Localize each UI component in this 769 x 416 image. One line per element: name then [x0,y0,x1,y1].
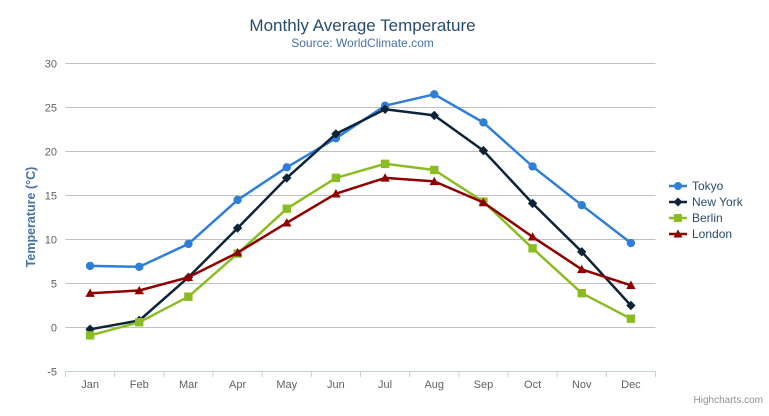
x-axis-tick-label: Jan [81,379,99,391]
data-point-berlin[interactable] [430,165,439,175]
series-line-new-york [88,108,633,331]
y-axis-tick-label: 20 [45,147,57,159]
data-point-tokyo[interactable] [282,163,291,172]
data-point-london[interactable] [577,264,587,274]
y-axis-tick-label: 15 [45,191,57,203]
data-point-new-york[interactable] [429,110,439,121]
series-line-tokyo [88,93,633,269]
data-point-berlin[interactable] [135,318,144,327]
data-point-tokyo[interactable] [430,90,439,99]
data-point-new-york[interactable] [232,223,243,233]
y-axis-tick-label: 0 [51,323,57,335]
data-point-new-york[interactable] [478,145,489,156]
data-point-london[interactable] [626,280,636,289]
data-point-new-york[interactable] [331,129,341,139]
data-point-london[interactable] [478,197,489,207]
legend-symbol [674,214,682,222]
x-axis-tick-label: Dec [621,379,641,391]
legend-item-tokyo[interactable]: Tokyo [668,178,743,194]
data-point-new-york[interactable] [380,104,390,114]
y-axis-tick-label: 5 [51,279,57,291]
data-point-london[interactable] [527,232,538,241]
legend-label: Berlin [692,211,723,225]
data-point-tokyo[interactable] [528,162,537,171]
data-point-berlin[interactable] [577,288,586,298]
x-axis-tick-label: Nov [572,379,592,391]
x-axis-tick-label: Feb [130,379,149,391]
legend: Tokyo New York Berlin London [668,178,743,242]
data-point-london[interactable] [331,189,341,198]
legend-marker-circle-icon [668,179,688,193]
x-axis-tick-label: Apr [229,379,246,391]
data-point-london[interactable] [134,285,144,295]
data-point-london[interactable] [183,272,194,282]
y-axis-tick-label: 10 [45,235,57,247]
x-axis-tick-label: Jun [327,379,345,391]
data-point-tokyo[interactable] [135,262,144,271]
series-tokyo [85,90,636,271]
legend-symbol [674,182,682,190]
legend-label: New York [692,195,743,209]
data-point-berlin[interactable] [528,244,537,253]
series-line-berlin [88,162,633,337]
x-axis-tick-label: Sep [474,379,494,391]
data-point-london[interactable] [232,248,243,257]
data-point-london[interactable] [85,288,95,297]
data-point-tokyo[interactable] [184,239,193,249]
data-point-tokyo[interactable] [233,195,242,205]
series-line-london [88,176,633,295]
data-point-berlin[interactable] [331,173,341,183]
data-point-new-york[interactable] [577,247,587,257]
data-point-new-york[interactable] [527,198,538,209]
x-axis-tick-label: Oct [524,379,541,391]
legend-label: Tokyo [692,179,724,193]
data-point-london[interactable] [429,176,439,186]
legend-symbol [673,229,683,238]
chart-subtitle: Source: WorldClimate.com [291,36,434,50]
legend-item-berlin[interactable]: Berlin [668,210,743,226]
data-point-berlin[interactable] [85,331,95,340]
data-point-london[interactable] [380,173,390,182]
data-point-tokyo[interactable] [626,238,636,248]
data-point-tokyo[interactable] [479,118,488,127]
legend-marker-square-icon [668,211,688,225]
data-point-london[interactable] [282,218,292,227]
data-point-tokyo[interactable] [577,200,586,210]
credits-link[interactable]: Highcharts.com [693,395,763,406]
data-point-berlin[interactable] [282,204,291,213]
data-point-berlin[interactable] [184,292,193,301]
y-axis-title: Temperature (°C) [24,166,38,268]
legend-marker-diamond-icon [668,195,688,209]
context-menu-button[interactable] [731,19,755,41]
x-axis-tick-label: Jul [378,379,392,391]
legend-item-new-york[interactable]: New York [668,194,743,210]
data-point-berlin[interactable] [380,159,390,169]
data-point-new-york[interactable] [626,300,636,311]
data-point-tokyo[interactable] [85,261,95,271]
x-axis-tick-label: Aug [424,379,444,391]
y-axis-tick-label: 25 [45,103,57,115]
legend-item-london[interactable]: London [668,226,743,242]
y-axis-tick-label: -5 [47,367,57,379]
series-berlin [85,159,636,340]
series-new-york [85,104,636,334]
x-axis-tick-label: May [276,379,297,391]
series-london [85,173,636,297]
legend-symbol [673,197,683,207]
legend-label: London [692,227,733,241]
data-point-new-york[interactable] [282,173,292,183]
y-axis-tick-label: 30 [45,59,57,71]
chart-title: Monthly Average Temperature [249,16,476,35]
data-point-berlin[interactable] [626,314,636,323]
x-axis-tick-label: Mar [179,379,198,391]
legend-marker-triangle-icon [668,227,688,241]
